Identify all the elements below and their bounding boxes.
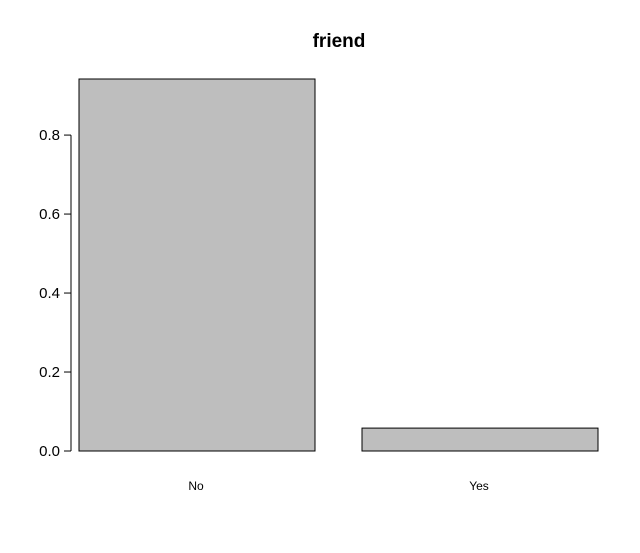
x-tick-label: Yes — [469, 479, 489, 493]
y-axis: 0.0 0.2 0.4 0.6 0.8 — [39, 127, 72, 460]
y-tick-label: 0.8 — [39, 127, 60, 144]
x-tick-label: No — [188, 479, 204, 493]
y-tick-label: 0.0 — [39, 443, 60, 460]
chart-title: friend — [313, 31, 366, 52]
y-tick-label: 0.4 — [39, 285, 60, 302]
bar-no — [78, 78, 316, 452]
bar-yes — [361, 427, 599, 452]
x-axis-labels: No Yes — [188, 479, 488, 493]
y-tick-label: 0.2 — [39, 364, 60, 381]
bars — [78, 78, 599, 452]
y-tick-label: 0.6 — [39, 206, 60, 223]
